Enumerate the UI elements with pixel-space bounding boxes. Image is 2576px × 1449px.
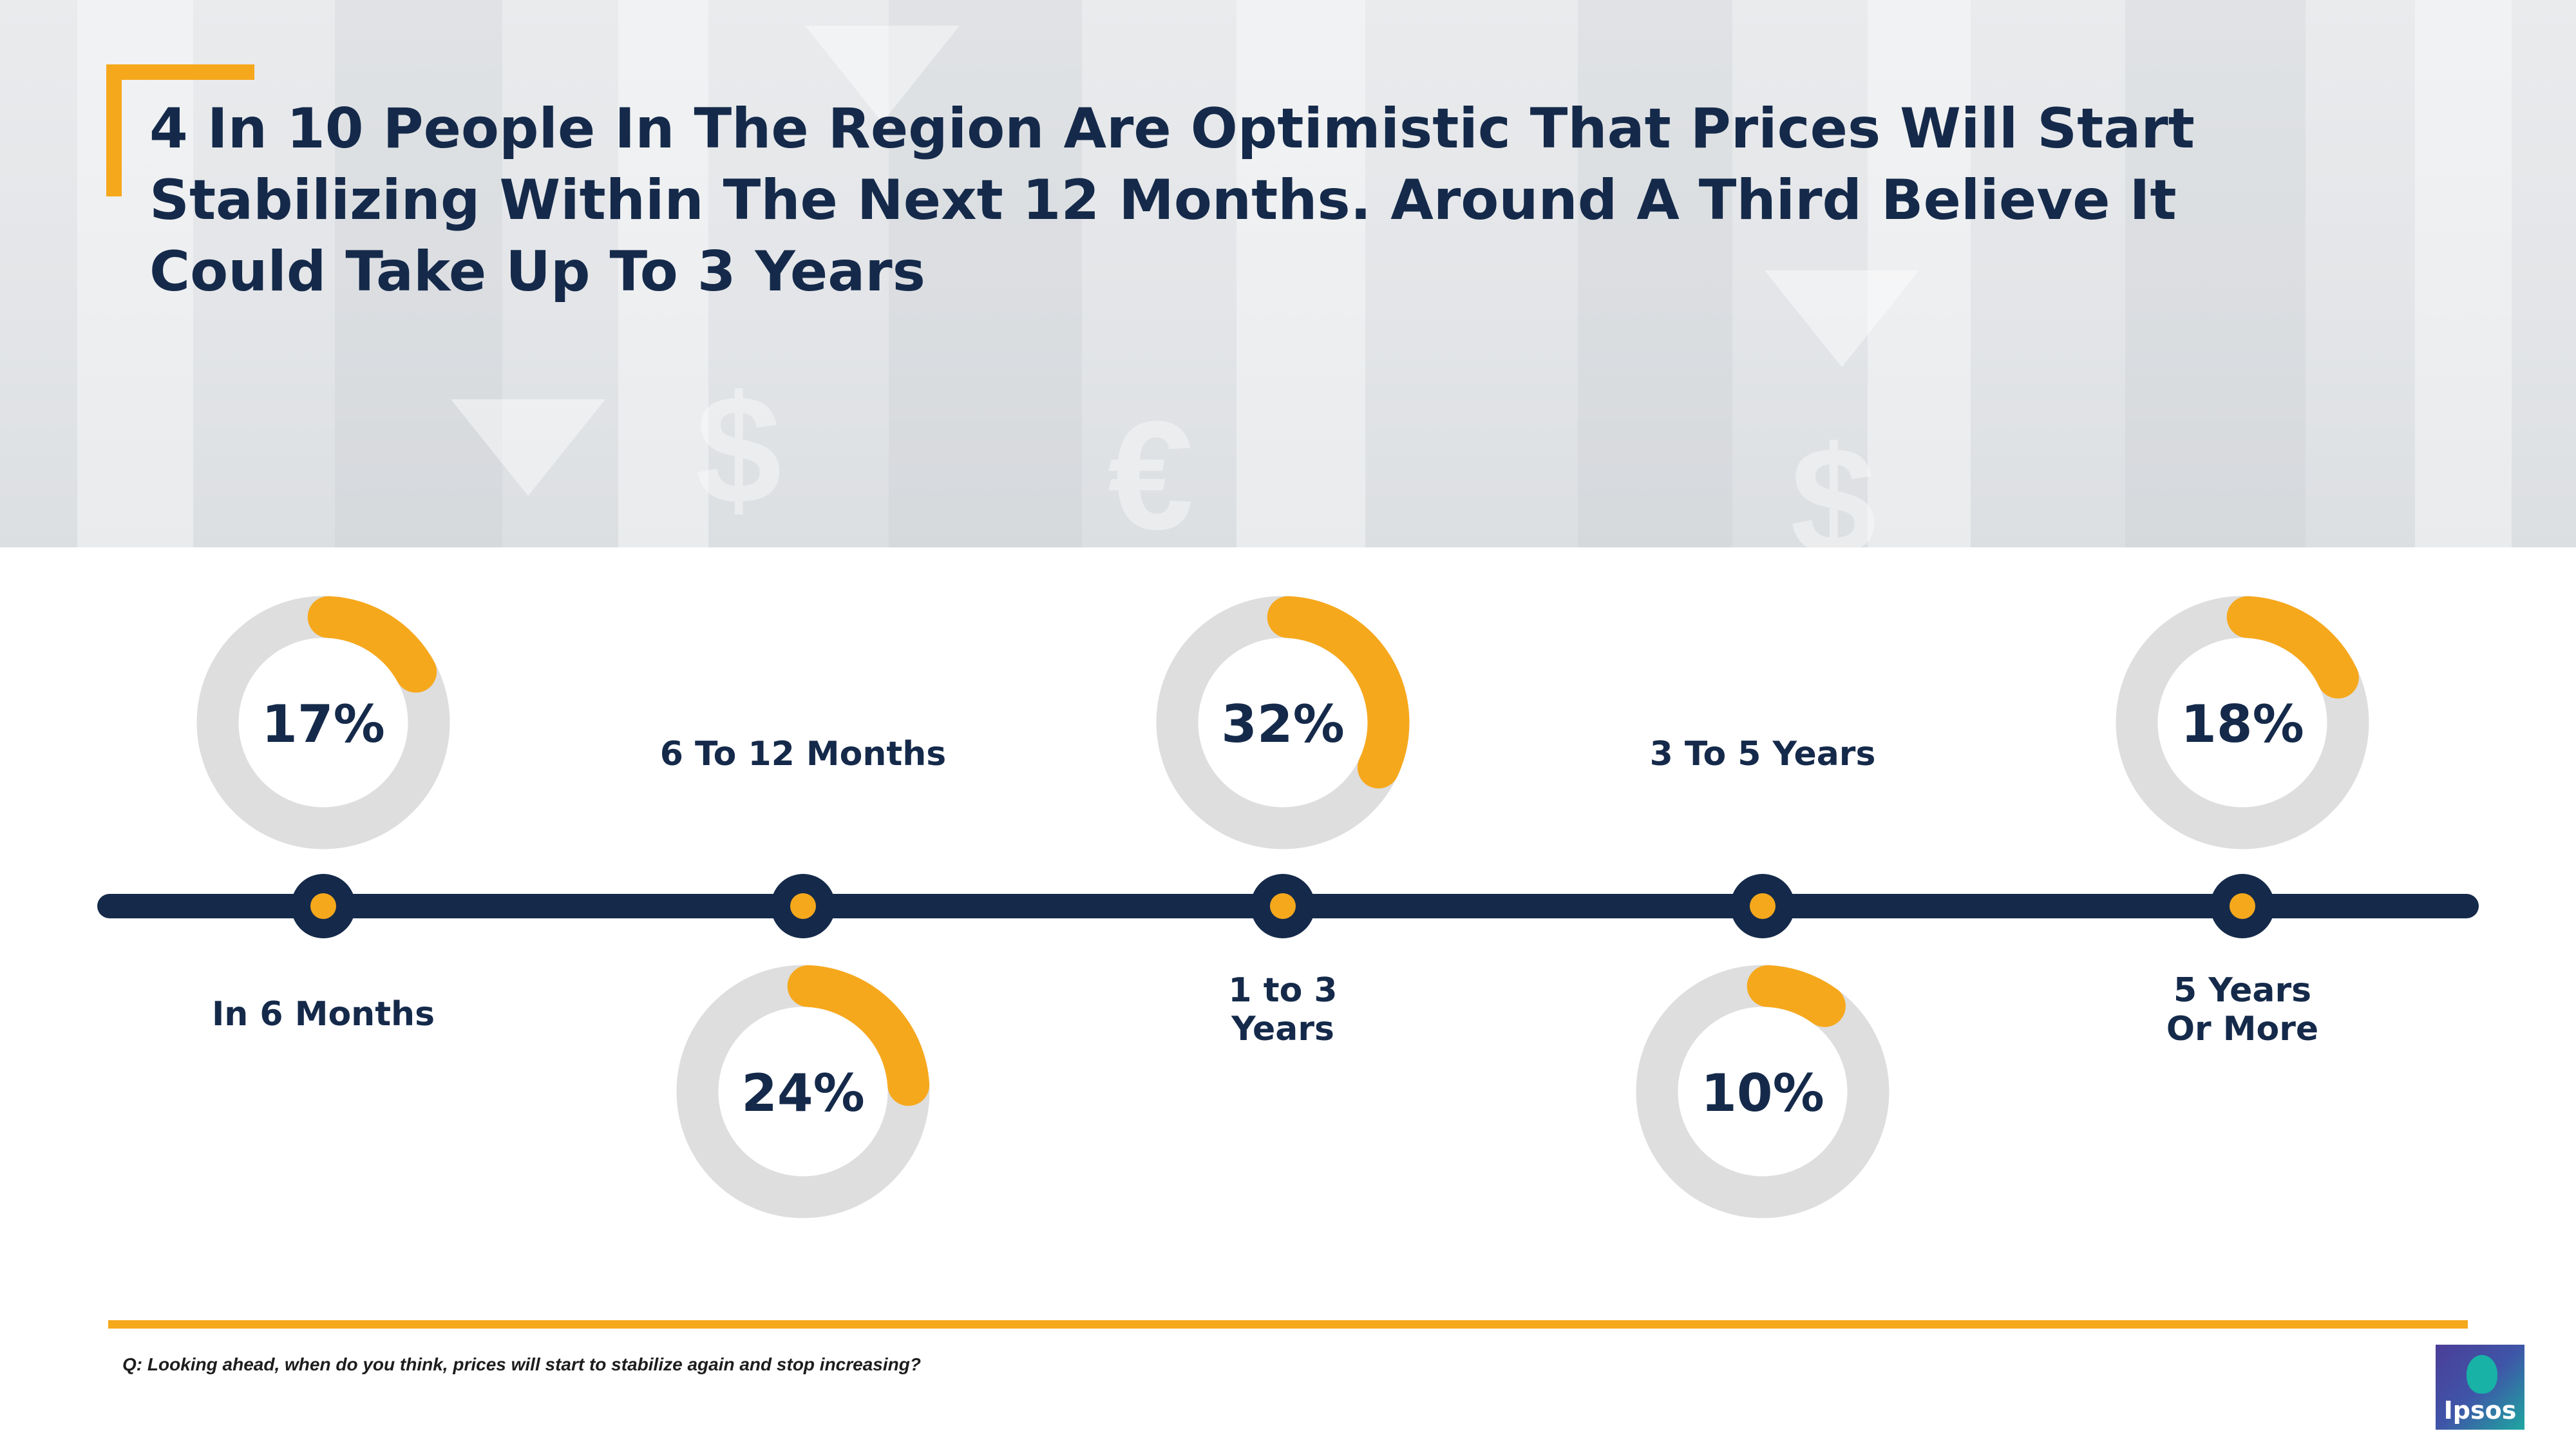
data-label: 24% [741,1063,864,1123]
category-label: 1 to 3 [1228,971,1337,1010]
donut-value-arc [1747,965,1846,1027]
category-label: 6 To 12 Months [660,735,946,773]
title-bracket-top [106,64,254,80]
category-label: 3 To 5 Years [1650,735,1876,773]
footer-rule [108,1320,2468,1329]
donut-value-arc [307,596,437,693]
category-label: Or More [2166,1010,2318,1048]
donut-value-arc [1267,596,1410,789]
donut-value-arc [787,965,930,1106]
timeline-node-dot [1750,893,1776,919]
survey-question: Q: Looking ahead, when do you think, pri… [122,1354,921,1374]
timeline-node-dot [2230,893,2255,919]
donut-value-arc [2226,596,2359,699]
data-label: 10% [1701,1063,1824,1123]
category-label: Years [1231,1010,1334,1048]
ipsos-logo: Ipsos [2436,1345,2524,1430]
timeline-node-dot [1270,893,1296,919]
logo-text: Ipsos [2443,1396,2517,1425]
data-label: 17% [261,694,384,754]
logo-head-icon [2467,1355,2497,1394]
timeline-node-dot [790,893,816,919]
timeline-node-dot [310,893,336,919]
category-label: 5 Years [2174,971,2311,1010]
title-bracket-side [106,64,122,196]
page-title: 4 In 10 People In The Region Are Optimis… [149,97,2195,304]
data-label: 18% [2181,694,2304,754]
category-label: In 6 Months [212,995,435,1034]
timeline-chart: 17% In 6 Months 24% 6 To 12 Months 32% 1 to 3… [97,596,2479,1218]
hero-background: $ € $ [0,0,2576,547]
data-label: 32% [1221,694,1344,754]
